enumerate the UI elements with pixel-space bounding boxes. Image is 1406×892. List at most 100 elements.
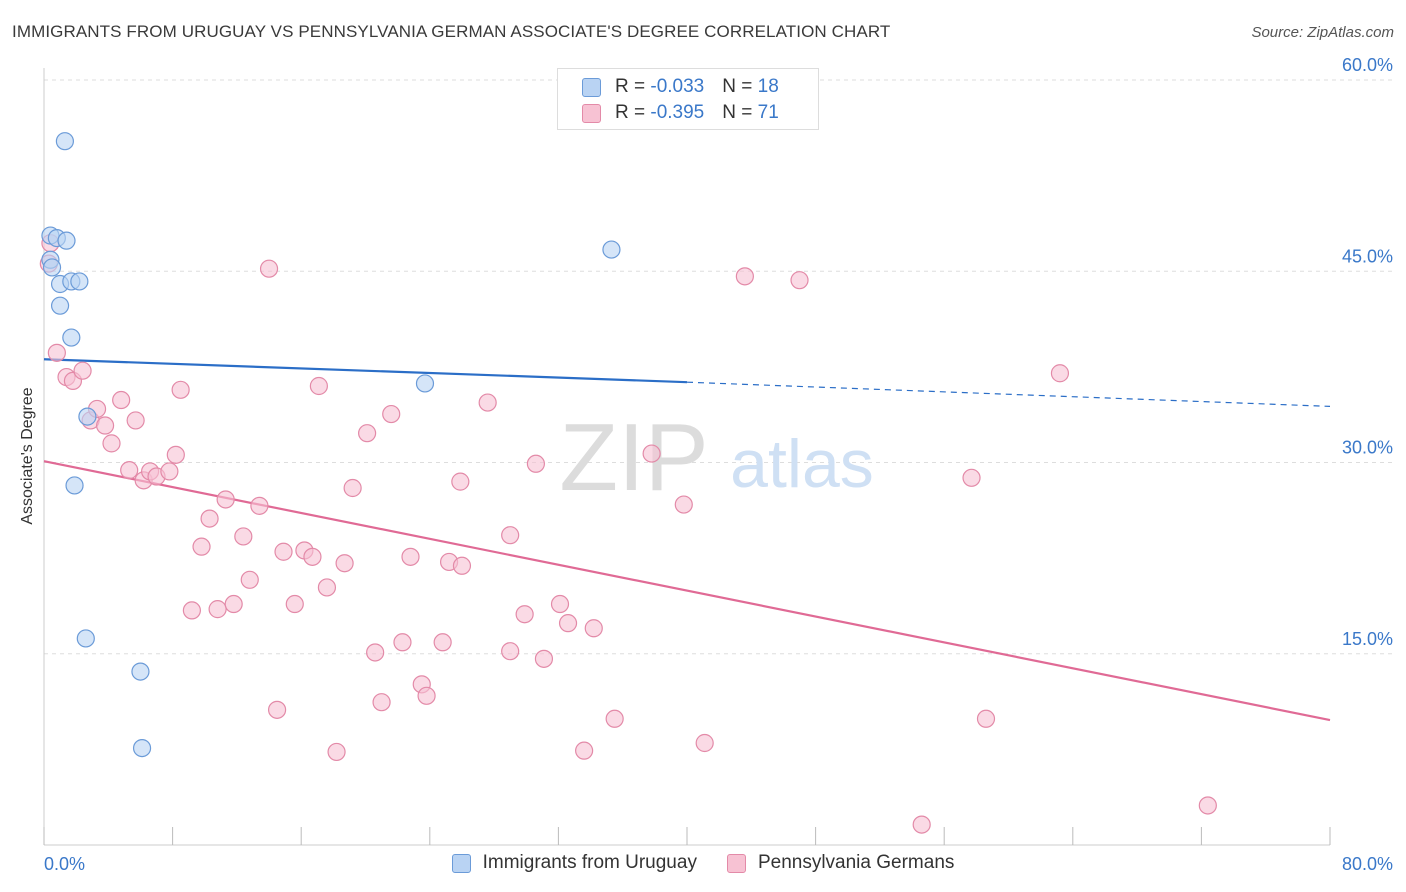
data-point-pennsylvania [501, 526, 520, 545]
stats-row-pennsylvania: R = -0.395 N = 71 [582, 101, 779, 125]
data-point-pennsylvania [200, 509, 219, 528]
data-point-pennsylvania [240, 570, 259, 589]
data-point-pennsylvania [382, 404, 401, 424]
chart-title: IMMIGRANTS FROM URUGUAY VS PENNSYLVANIA … [12, 22, 891, 41]
data-point-pennsylvania [912, 815, 931, 834]
data-point-pennsylvania [309, 376, 328, 396]
data-point-pennsylvania [790, 271, 809, 290]
x-tick-label: 0.0% [44, 854, 85, 874]
data-point-pennsylvania [335, 554, 354, 573]
y-tick-label: 60.0% [1342, 55, 1393, 75]
data-point-pennsylvania [317, 578, 337, 597]
legend-label-uruguay: Immigrants from Uruguay [482, 852, 697, 873]
legend-swatch-pennsylvania [726, 853, 746, 873]
trend-line-uruguay-projection [686, 381, 1331, 407]
watermark-atlas: atlas [730, 426, 874, 502]
data-point-pennsylvania [526, 454, 545, 473]
data-point-pennsylvania [358, 424, 377, 443]
data-point-pennsylvania [451, 472, 470, 491]
data-point-pennsylvania [366, 643, 385, 662]
data-point-pennsylvania [274, 542, 293, 561]
data-point-pennsylvania [674, 495, 693, 514]
data-point-pennsylvania [393, 633, 412, 652]
trend-line-uruguay [43, 358, 688, 384]
r-label: R = [615, 76, 651, 97]
data-point-pennsylvania [208, 600, 227, 619]
data-point-pennsylvania [534, 649, 554, 668]
n-value: 71 [757, 102, 779, 123]
data-point-pennsylvania [478, 393, 497, 412]
r-value: -0.033 [650, 76, 705, 97]
data-point-pennsylvania [575, 741, 594, 760]
data-point-pennsylvania [285, 594, 304, 614]
data-point-pennsylvania [452, 556, 472, 575]
axes [43, 68, 1331, 846]
data-point-uruguay [70, 272, 89, 291]
data-point-uruguay [76, 629, 95, 648]
stats-legend: R = -0.033 N = 18 R = -0.395 N = 71 [557, 68, 819, 130]
legend-swatch-uruguay [582, 77, 601, 97]
data-point-pennsylvania [401, 547, 420, 566]
data-point-pennsylvania [976, 709, 996, 728]
r-label: R = [615, 102, 651, 123]
y-tick-label: 15.0% [1342, 629, 1393, 649]
data-point-uruguay [131, 662, 150, 681]
data-point-pennsylvania [112, 390, 131, 410]
data-point-pennsylvania [102, 434, 121, 453]
x-tick-label: 80.0% [1342, 854, 1393, 874]
data-point-pennsylvania [433, 633, 452, 652]
data-point-pennsylvania [234, 527, 253, 546]
data-point-pennsylvania [1050, 364, 1070, 383]
data-point-pennsylvania [417, 686, 436, 705]
data-point-pennsylvania [126, 411, 145, 430]
data-point-uruguay [57, 231, 76, 250]
data-point-pennsylvania [1198, 796, 1217, 815]
data-point-uruguay [415, 374, 435, 393]
data-point-pennsylvania [95, 416, 115, 435]
data-point-pennsylvania [515, 605, 534, 624]
data-point-pennsylvania [216, 490, 235, 509]
data-points [39, 132, 1217, 834]
data-point-uruguay [132, 738, 152, 758]
data-point-pennsylvania [303, 547, 322, 566]
r-value: -0.395 [650, 102, 705, 123]
source-label: Source: ZipAtlas.com [1251, 24, 1394, 41]
data-point-pennsylvania [250, 496, 269, 515]
n-label: N = [722, 76, 758, 97]
data-point-pennsylvania [327, 742, 346, 762]
data-point-pennsylvania [73, 361, 92, 380]
data-point-pennsylvania [47, 343, 66, 362]
data-point-pennsylvania [182, 601, 201, 620]
data-point-pennsylvania [642, 444, 661, 463]
data-point-pennsylvania [501, 642, 520, 661]
watermark: ZIP atlas [559, 404, 873, 511]
tick-labels: 15.0% 30.0% 45.0% 60.0% 0.0% 80.0% [44, 55, 1393, 874]
data-point-pennsylvania [584, 619, 603, 638]
data-point-pennsylvania [558, 614, 578, 633]
data-point-pennsylvania [259, 259, 279, 278]
n-label: N = [722, 102, 758, 123]
legend-label-pennsylvania: Pennsylvania Germans [757, 852, 955, 873]
data-point-pennsylvania [267, 700, 287, 719]
data-point-uruguay [62, 328, 81, 347]
data-point-uruguay [602, 240, 621, 259]
data-point-uruguay [50, 296, 70, 315]
legend-item-pennsylvania[interactable]: Pennsylvania Germans [726, 852, 955, 874]
data-point-pennsylvania [171, 380, 190, 399]
data-point-pennsylvania [962, 468, 981, 487]
data-point-pennsylvania [605, 709, 624, 728]
data-point-pennsylvania [695, 733, 714, 753]
legend-swatch-pennsylvania [582, 103, 601, 123]
data-point-pennsylvania [372, 693, 391, 712]
watermark-zip: ZIP [559, 404, 708, 511]
data-point-pennsylvania [735, 267, 754, 286]
data-point-uruguay [42, 258, 62, 277]
y-tick-label: 45.0% [1342, 246, 1393, 266]
data-point-pennsylvania [550, 594, 570, 614]
legend-item-uruguay[interactable]: Immigrants from Uruguay [451, 852, 697, 874]
data-point-pennsylvania [192, 537, 211, 556]
data-point-pennsylvania [224, 594, 243, 614]
legend-swatch-uruguay [451, 853, 471, 873]
stats-row-uruguay: R = -0.033 N = 18 [582, 75, 779, 99]
